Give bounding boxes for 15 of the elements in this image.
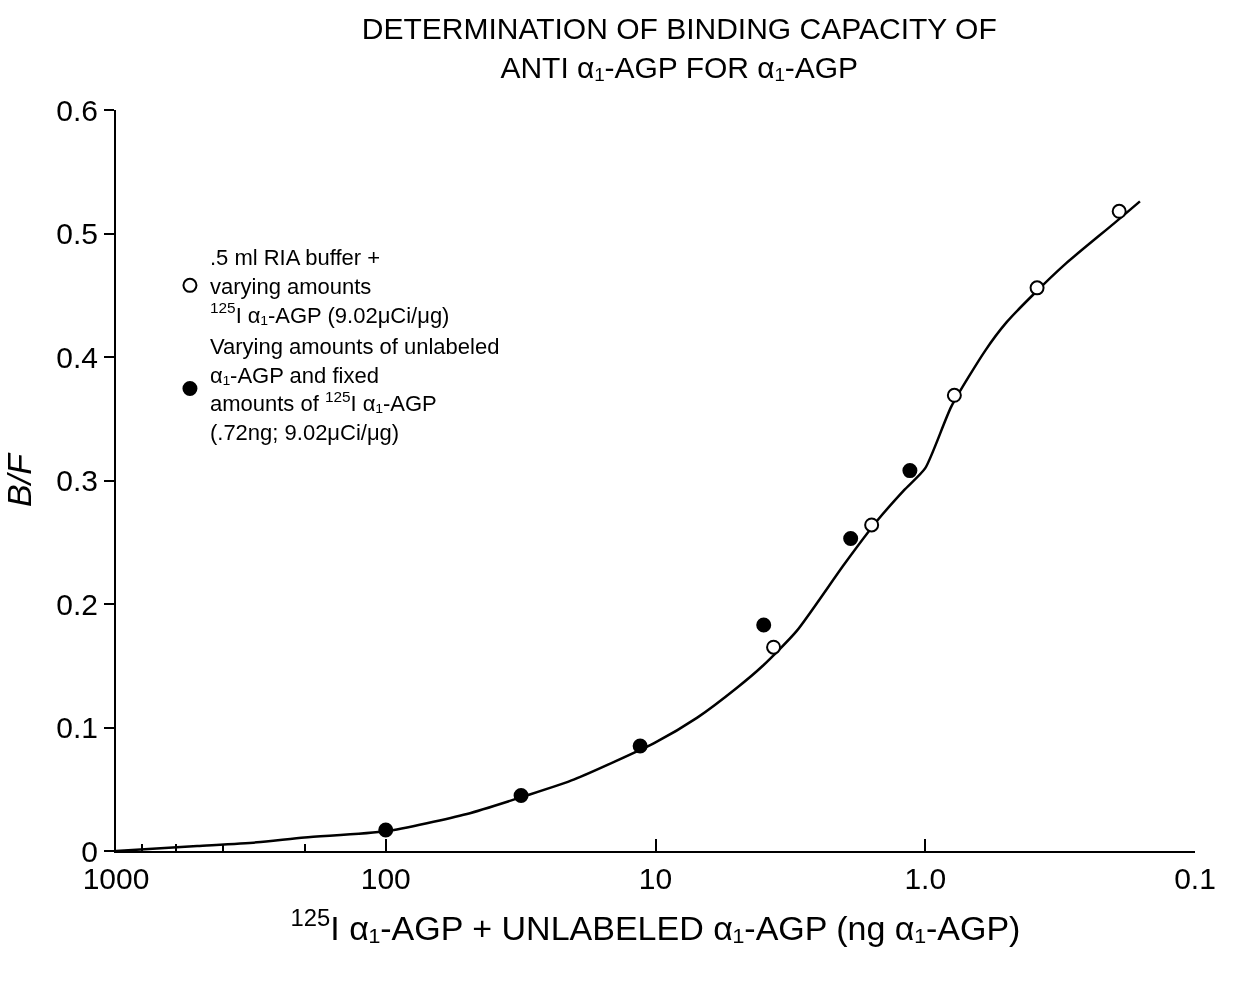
x-tick-label: 100: [360, 862, 411, 895]
y-tick-label: 0.4: [56, 340, 98, 374]
x-tick-label: 1.0: [904, 862, 947, 895]
y-axis-title: B/F: [0, 451, 38, 507]
y-tick-label: 0.5: [56, 217, 98, 250]
x-axis-title: $^{125}$I α₁-AGP + UNLABELED α₁-AGP (ng α₁-AGP): [290, 903, 1021, 947]
x-tick-label: 0.1: [1174, 862, 1216, 895]
y-tick-label: 0.6: [56, 93, 98, 127]
y-tick-label: 0.3: [56, 464, 98, 497]
legend-label: .5 ml RIA buffer + varying amounts $^{125}$I α₁-AGP (9.02μCi/μg): [209, 245, 450, 328]
y-tick-label: 0.2: [56, 587, 98, 621]
legend-label: Varying amounts of unlabeled α₁-AGP and fixed amounts of $^{125}$I α₁-AGP (.72ng; 9.02μCi/μg): [209, 334, 500, 445]
y-tick-label: 0.1: [56, 711, 98, 744]
chart-title: DETERMINATION OF BINDING CAPACITY OF ANTI α₁-AGP FOR α₁-AGP: [361, 12, 997, 85]
x-tick-label: 10: [638, 862, 673, 895]
